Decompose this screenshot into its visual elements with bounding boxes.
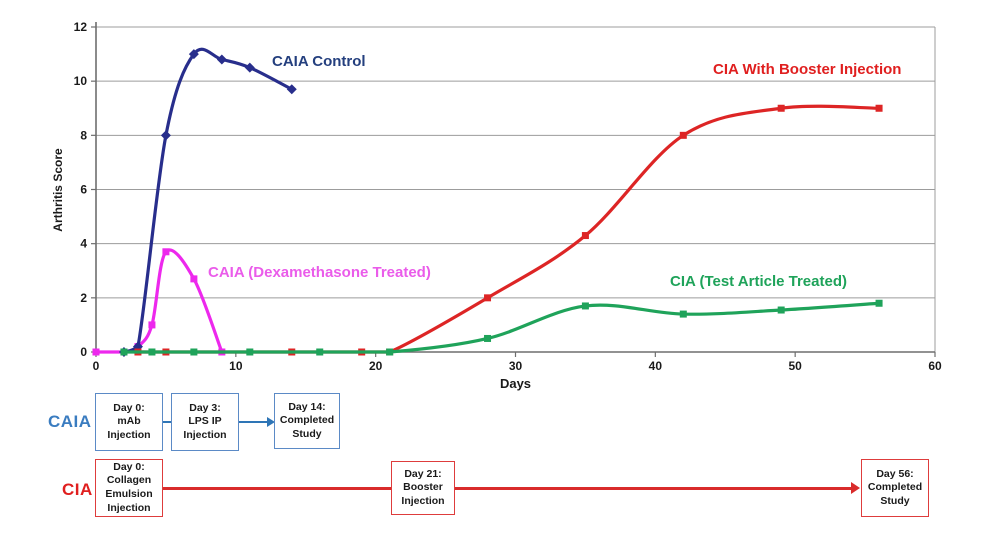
data-point-marker [286, 84, 297, 95]
y-tick-label: 12 [74, 20, 88, 34]
box-line: Completed [279, 414, 335, 427]
series-cia-with-booster-injection [134, 104, 883, 356]
data-point-marker [581, 232, 589, 240]
cia-line-segment-2 [455, 487, 851, 490]
series-label-cia-with-booster-injection: CIA With Booster Injection [713, 61, 901, 78]
data-point-marker [679, 310, 687, 318]
data-point-marker [679, 131, 687, 139]
series-caia-dexamethasone-treated [92, 248, 226, 356]
box-line: Day 0: [113, 460, 145, 473]
x-tick-label: 20 [369, 359, 383, 373]
y-tick-label: 2 [80, 291, 87, 305]
data-point-marker [777, 306, 785, 314]
data-point-marker [188, 49, 199, 60]
data-point-marker [246, 348, 254, 356]
data-point-marker [386, 348, 394, 356]
cia-line-segment-1 [163, 487, 391, 490]
series-label-caia-dexamethasone-treated: CAIA (Dexamethasone Treated) [208, 264, 431, 281]
y-tick-label: 0 [80, 345, 87, 359]
data-point-marker [160, 130, 171, 141]
x-tick-label: 60 [928, 359, 942, 373]
x-tick-label: 40 [649, 359, 663, 373]
caia-connector-line [163, 421, 171, 423]
x-tick-label: 30 [509, 359, 523, 373]
y-tick-label: 10 [74, 74, 88, 88]
data-point-marker [92, 348, 100, 356]
x-axis-title: Days [500, 376, 531, 391]
data-point-marker [875, 299, 883, 307]
data-point-marker [581, 302, 589, 310]
box-line: Study [292, 427, 322, 440]
data-point-marker [120, 348, 128, 356]
data-point-marker [148, 321, 156, 329]
cia-timeline-label: CIA [62, 480, 93, 499]
box-line: Day 0: [113, 401, 145, 414]
box-line: Day 21: [404, 467, 442, 480]
caia-timeline-label: CAIA [48, 412, 92, 431]
series-label-caia-control: CAIA Control [272, 53, 366, 70]
box-line: Booster [403, 481, 443, 494]
box-line: mAb [117, 415, 141, 428]
box-line: Day 56: [876, 467, 914, 480]
y-tick-label: 6 [80, 183, 87, 197]
tick-labels: 0 10 20 30 40 50 60 0 2 4 6 8 10 12 [74, 20, 942, 373]
box-line: Collagen [106, 474, 152, 487]
caia-day14-box: Day 14: Completed Study [274, 393, 340, 449]
arthritis-score-chart: 0 10 20 30 40 50 60 0 2 4 6 8 10 12 Days Arthritis Scor… [51, 20, 942, 391]
y-tick-label: 8 [80, 128, 87, 142]
x-tick-label: 10 [229, 359, 243, 373]
box-line: Injection [401, 494, 445, 507]
data-point-marker [777, 104, 785, 112]
y-axis-title: Arthritis Score [51, 148, 65, 232]
cia-day56-box: Day 56: Completed Study [861, 459, 929, 517]
box-line: Injection [183, 428, 227, 441]
data-point-marker [244, 62, 255, 73]
box-line: Day 3: [189, 401, 221, 414]
box-line: Completed [867, 481, 923, 494]
caia-arrowhead-icon [267, 417, 275, 427]
cia-day21-box: Day 21: Booster Injection [391, 461, 455, 515]
data-point-marker [190, 275, 198, 283]
data-point-marker [484, 294, 492, 302]
data-point-marker [162, 248, 170, 256]
box-line: LPS IP [188, 415, 222, 428]
series-label-cia-test-article-treated: CIA (Test Article Treated) [670, 273, 847, 290]
cia-arrowhead-icon [851, 482, 860, 494]
data-point-marker [190, 348, 198, 356]
x-tick-label: 0 [93, 359, 100, 373]
box-line: Injection [107, 428, 151, 441]
box-line: Study [880, 494, 910, 507]
caia-day3-box: Day 3: LPS IP Injection [171, 393, 239, 451]
cia-day0-box: Day 0: Collagen Emulsion Injection [95, 459, 163, 517]
box-line: Day 14: [288, 400, 326, 413]
data-point-marker [484, 334, 492, 342]
series-cia-test-article-treated [120, 299, 883, 356]
data-point-marker [148, 348, 156, 356]
data-point-marker [875, 104, 883, 112]
caia-arrow-line [239, 421, 267, 423]
box-line: Emulsion [105, 488, 153, 500]
box-line: Injection [107, 501, 151, 514]
x-tick-label: 50 [788, 359, 802, 373]
y-tick-label: 4 [80, 237, 87, 251]
data-point-marker [216, 54, 227, 65]
caia-day0-box: Day 0: mAb Injection [95, 393, 163, 451]
gridlines [96, 26, 936, 352]
data-point-marker [316, 348, 324, 356]
